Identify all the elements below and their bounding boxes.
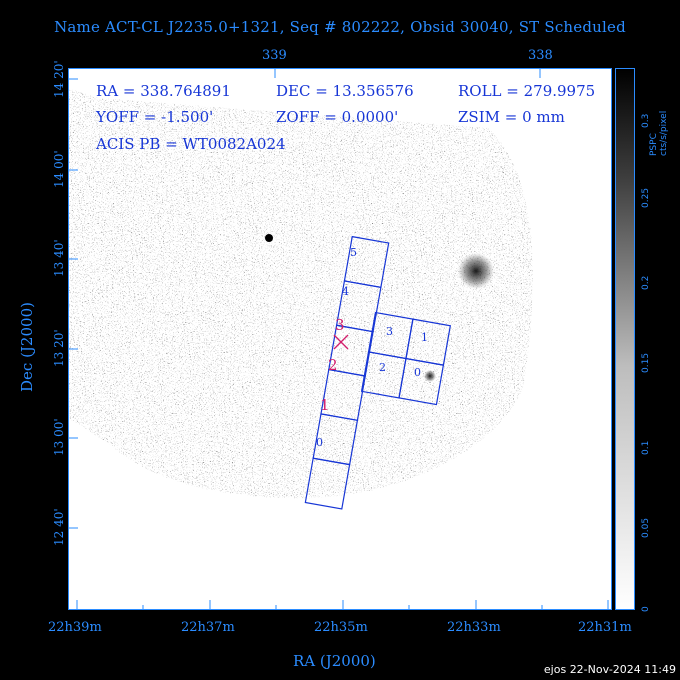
bottom-tick-label: 22h37m	[181, 620, 235, 635]
i-chip-label-0: 0	[414, 366, 421, 379]
colorbar-tick: 0.1	[641, 440, 651, 455]
i-chip-label-1: 1	[421, 331, 428, 344]
top-tick-label: 339	[262, 48, 287, 63]
s-chip-label-2: 2	[328, 356, 338, 374]
xray-source	[458, 253, 494, 289]
yoff-readout: YOFF = -1.500'	[96, 108, 214, 126]
i-chip-label-3: 3	[386, 325, 393, 338]
roll-readout: ROLL = 279.9975	[458, 82, 596, 100]
s-chip-label-5: 5	[350, 246, 357, 259]
s-chip-label-3: 3	[335, 316, 345, 334]
left-tick-label: 13 40'	[52, 239, 66, 277]
point-source	[424, 370, 436, 382]
ra-readout: RA = 338.764891	[96, 82, 231, 100]
bottom-tick-label: 22h33m	[447, 620, 501, 635]
s-chip-label-0: 0	[316, 436, 323, 449]
left-tick-label: 13 00'	[52, 418, 66, 456]
point-source	[265, 234, 273, 242]
s-chip-label-1: 1	[320, 396, 330, 414]
left-tick-label: 14 20'	[52, 60, 66, 98]
x-axis-title: RA (J2000)	[293, 652, 376, 670]
colorbar-tick: 0.25	[641, 187, 651, 208]
colorbar-tick: 0.05	[641, 517, 651, 538]
s-chip-0	[304, 457, 351, 510]
colorbar-tick: 0.15	[641, 352, 651, 373]
dec-readout: DEC = 13.356576	[276, 82, 414, 100]
colorbar-tick: 0.2	[641, 275, 651, 290]
plot-title: Name ACT-CL J2235.0+1321, Seq # 802222, …	[54, 18, 626, 36]
bottom-tick-label: 22h31m	[578, 620, 632, 635]
bottom-tick-label: 22h35m	[314, 620, 368, 635]
i-chip-0	[398, 357, 445, 406]
aimpoint-marker	[333, 334, 349, 350]
left-tick-label: 14 00'	[52, 150, 66, 188]
left-tick-label: 12 40'	[52, 508, 66, 546]
y-axis-title: Dec (J2000)	[18, 302, 36, 392]
zoff-readout: ZOFF = 0.0000'	[276, 108, 399, 126]
colorbar-label: PSPC cts/s/pixel	[649, 110, 669, 156]
acis-pb-readout: ACIS PB = WT0082A024	[96, 135, 286, 153]
bottom-tick-label: 22h39m	[48, 620, 102, 635]
left-tick-label: 13 20'	[52, 329, 66, 367]
colorbar-tick: 0.3	[641, 113, 651, 128]
acis-s-array	[304, 235, 390, 510]
acis-i-array	[360, 311, 452, 406]
timestamp: ejos 22-Nov-2024 11:49	[543, 663, 676, 676]
colorbar	[615, 68, 635, 610]
zsim-readout: ZSIM = 0 mm	[458, 108, 565, 126]
image-frame	[68, 68, 612, 610]
s-chip-label-4: 4	[342, 285, 349, 298]
sky-image-panel[interactable]: 5 4 3 2 1 0 3 1 2 0	[68, 68, 612, 610]
i-chip-label-2: 2	[379, 361, 386, 374]
sky-image: 5 4 3 2 1 0 3 1 2 0	[68, 68, 612, 610]
colorbar-tick: 0	[641, 606, 651, 612]
top-tick-label: 338	[528, 48, 553, 63]
